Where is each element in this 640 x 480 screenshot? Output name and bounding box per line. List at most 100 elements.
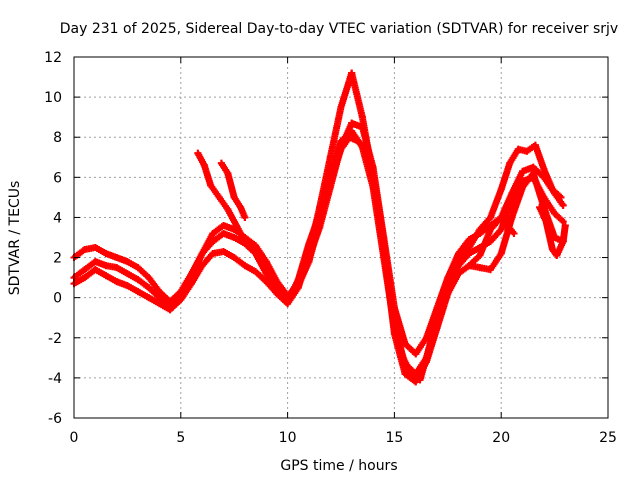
- data-point: [416, 376, 424, 384]
- data-point: [230, 193, 238, 201]
- data-point: [487, 266, 495, 274]
- series-track-g: [536, 203, 569, 260]
- data-point: [220, 221, 228, 229]
- data-point: [514, 145, 522, 153]
- data-point: [363, 145, 371, 153]
- data-point: [177, 296, 185, 304]
- data-point: [497, 185, 505, 193]
- data-point: [294, 276, 302, 284]
- data-point: [519, 167, 527, 175]
- x-tick-label: 10: [279, 430, 297, 446]
- y-tick-label: 10: [44, 90, 62, 106]
- data-point: [241, 238, 249, 246]
- series-track-b: [70, 127, 567, 378]
- data-point: [390, 318, 398, 326]
- data-point: [262, 270, 270, 278]
- data-point: [326, 177, 334, 185]
- data-point: [209, 229, 217, 237]
- series-markers: [194, 133, 565, 384]
- data-layer: [70, 69, 569, 386]
- data-point: [548, 246, 556, 254]
- data-point: [476, 225, 484, 233]
- data-point: [284, 298, 292, 306]
- data-point: [348, 119, 356, 127]
- series-markers: [217, 159, 249, 221]
- data-point: [215, 193, 223, 201]
- data-point: [506, 159, 514, 167]
- data-point: [504, 221, 512, 229]
- data-point: [559, 238, 567, 246]
- data-point: [316, 209, 324, 217]
- data-point: [252, 242, 260, 250]
- data-point: [536, 203, 544, 211]
- data-point: [380, 238, 388, 246]
- data-point: [273, 286, 281, 294]
- data-point: [412, 350, 420, 358]
- y-tick-label: 2: [53, 251, 62, 267]
- data-point: [237, 203, 245, 211]
- data-point: [166, 306, 174, 314]
- data-point: [369, 173, 377, 181]
- data-point: [155, 300, 163, 308]
- x-tick-label: 5: [176, 430, 185, 446]
- data-point: [348, 69, 356, 77]
- data-point: [508, 213, 516, 221]
- data-point: [553, 252, 561, 260]
- data-point: [465, 262, 473, 270]
- data-point: [529, 163, 537, 171]
- y-tick-label: -2: [48, 331, 62, 347]
- data-point: [145, 294, 153, 302]
- data-point: [198, 250, 206, 258]
- data-point: [561, 221, 569, 229]
- data-point: [444, 282, 452, 290]
- data-point: [113, 278, 121, 286]
- data-point: [145, 284, 153, 292]
- data-point: [476, 252, 484, 260]
- data-point: [326, 153, 334, 161]
- data-point: [346, 133, 354, 141]
- data-point: [559, 201, 567, 209]
- series-track-f: [465, 213, 518, 270]
- data-point: [230, 234, 238, 241]
- data-point: [187, 280, 195, 288]
- data-point: [155, 294, 163, 302]
- data-point: [454, 250, 462, 258]
- series-track-d: [194, 133, 565, 384]
- x-tick-label: 20: [492, 430, 510, 446]
- data-point: [252, 250, 260, 258]
- data-point: [207, 181, 215, 189]
- data-point: [241, 262, 249, 270]
- data-point: [559, 217, 567, 225]
- data-point: [194, 149, 202, 157]
- data-point: [113, 254, 121, 262]
- data-point: [476, 264, 484, 272]
- data-point: [241, 213, 249, 221]
- data-point: [230, 254, 238, 262]
- x-tick-label: 0: [70, 430, 79, 446]
- data-point: [497, 225, 505, 233]
- data-point: [407, 370, 415, 378]
- data-point: [399, 354, 407, 362]
- y-tick-label: 6: [53, 170, 62, 186]
- data-point: [220, 248, 228, 256]
- data-point: [465, 244, 473, 252]
- data-point: [523, 147, 531, 155]
- data-point: [519, 183, 527, 191]
- data-point: [134, 276, 142, 284]
- y-tick-label: 0: [53, 291, 62, 307]
- series-track-e: [217, 159, 249, 221]
- data-point: [198, 262, 206, 270]
- data-point: [497, 250, 505, 258]
- data-point: [337, 137, 345, 145]
- data-point: [123, 282, 131, 290]
- axis-ticks: [73, 56, 609, 419]
- data-point: [91, 266, 99, 274]
- data-point: [433, 314, 441, 322]
- data-point: [102, 250, 110, 258]
- data-point: [232, 221, 240, 229]
- data-point: [557, 193, 565, 201]
- data-point: [81, 246, 89, 254]
- data-point: [220, 229, 228, 237]
- data-point: [91, 244, 99, 252]
